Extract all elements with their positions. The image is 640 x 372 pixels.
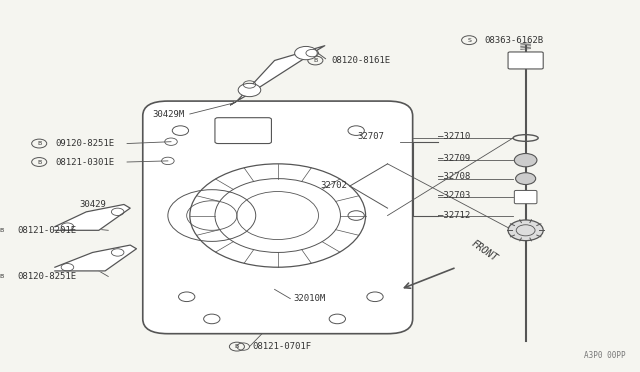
Text: 32010M: 32010M (293, 294, 326, 303)
Text: —32710: —32710 (438, 132, 470, 141)
Circle shape (508, 220, 543, 241)
Text: FRONT: FRONT (469, 238, 499, 263)
Text: B: B (0, 274, 4, 279)
Text: B: B (313, 58, 317, 63)
Text: 08121-0201E: 08121-0201E (17, 226, 76, 235)
Text: 30429M: 30429M (152, 109, 184, 119)
Text: 32702: 32702 (320, 182, 347, 190)
Circle shape (516, 173, 536, 185)
Polygon shape (55, 205, 130, 230)
Polygon shape (55, 245, 136, 271)
FancyBboxPatch shape (508, 52, 543, 69)
Circle shape (238, 83, 260, 97)
Text: B: B (0, 228, 4, 233)
Text: —32708: —32708 (438, 172, 470, 181)
FancyBboxPatch shape (515, 190, 537, 204)
Circle shape (515, 154, 537, 167)
Text: B: B (37, 160, 42, 164)
Text: A3P0 00PP: A3P0 00PP (584, 350, 626, 359)
Polygon shape (230, 46, 324, 105)
Text: —32709: —32709 (438, 154, 470, 163)
Text: 32707: 32707 (358, 132, 385, 141)
Text: B: B (37, 141, 42, 146)
Circle shape (294, 46, 317, 60)
FancyBboxPatch shape (215, 118, 271, 144)
Text: S: S (467, 38, 471, 43)
FancyBboxPatch shape (143, 101, 413, 334)
Text: B: B (235, 344, 239, 349)
Text: 09120-8251E: 09120-8251E (55, 139, 114, 148)
Text: 08120-8161E: 08120-8161E (331, 56, 390, 65)
Text: 08121-0301E: 08121-0301E (55, 157, 114, 167)
Text: 08363-6162B: 08363-6162B (485, 36, 544, 45)
Text: 08120-8251E: 08120-8251E (17, 272, 76, 281)
Text: 08121-0701F: 08121-0701F (253, 342, 312, 351)
Text: —32703: —32703 (438, 191, 470, 200)
Text: 30429: 30429 (79, 200, 106, 209)
Text: —32712: —32712 (438, 211, 470, 220)
